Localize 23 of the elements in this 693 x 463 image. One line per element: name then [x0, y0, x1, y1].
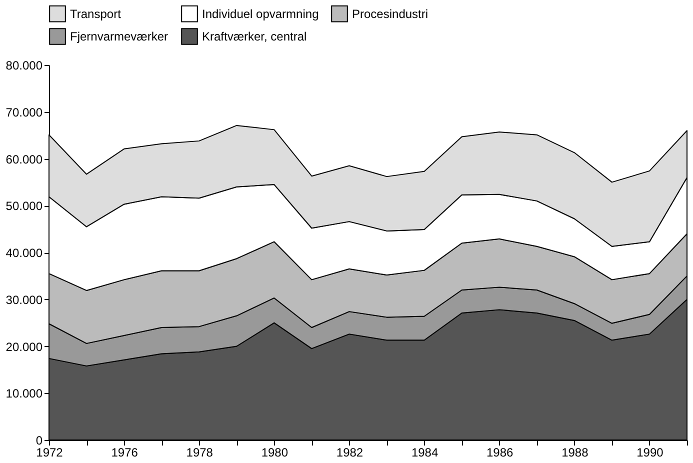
y-tick-label: 80.000	[6, 58, 43, 72]
y-tick-label: 10.000	[6, 386, 43, 401]
y-tick-label: 30.000	[6, 292, 43, 307]
x-tick-label: 1982	[336, 446, 364, 460]
x-tick-label: 1976	[111, 446, 138, 460]
y-tick-label: 40.000	[6, 246, 43, 260]
x-tick-label: 1988	[562, 446, 589, 460]
x-tick-label: 1986	[486, 446, 514, 460]
x-tick-label: 1972	[36, 446, 64, 460]
y-tick-label: 60.000	[6, 152, 43, 166]
y-tick-label: 20.000	[6, 340, 43, 354]
y-tick-label: 0	[36, 434, 43, 448]
x-tick-label: 1984	[411, 446, 438, 460]
y-tick-label: 50.000	[6, 199, 43, 214]
x-tick-label: 1990	[636, 446, 664, 460]
legend-label: Transport	[70, 6, 122, 21]
legend-label: Kraftværker, central	[202, 30, 307, 44]
legend-label: Individuel opvarmning	[202, 6, 319, 21]
x-tick-label: 1978	[186, 446, 214, 460]
y-tick-label: 70.000	[6, 105, 43, 120]
legend-label: Fjernvarmeværker	[70, 30, 168, 44]
legend-label: Procesindustri	[352, 6, 428, 21]
x-tick-label: 1980	[261, 446, 288, 460]
